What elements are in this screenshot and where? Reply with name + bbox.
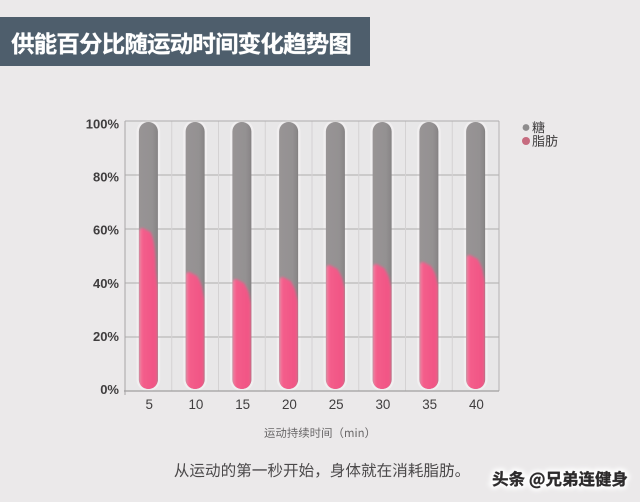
svg-text:40: 40	[469, 397, 484, 412]
svg-text:20: 20	[282, 397, 297, 412]
svg-text:60%: 60%	[93, 223, 119, 238]
svg-text:30: 30	[375, 397, 390, 412]
svg-text:35: 35	[422, 397, 437, 412]
svg-text:25: 25	[329, 397, 344, 412]
svg-text:15: 15	[235, 397, 250, 412]
svg-text:100%: 100%	[86, 117, 120, 132]
svg-text:5: 5	[145, 397, 152, 412]
svg-text:0%: 0%	[100, 382, 119, 397]
svg-text:20%: 20%	[93, 329, 119, 344]
svg-text:40%: 40%	[93, 276, 119, 291]
svg-text:10: 10	[188, 397, 203, 412]
svg-text:80%: 80%	[93, 170, 119, 185]
